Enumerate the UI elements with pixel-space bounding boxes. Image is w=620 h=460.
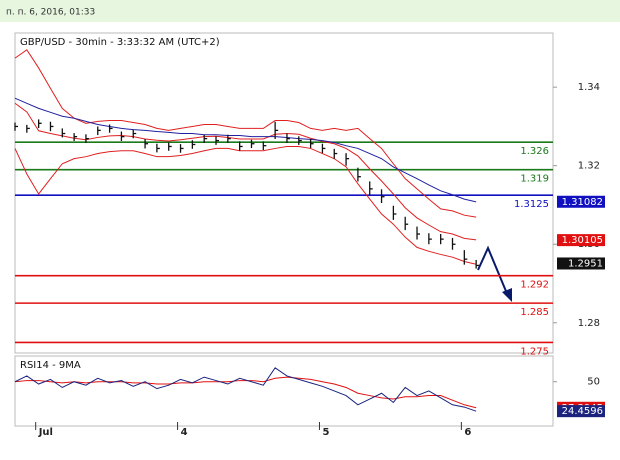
level-label: 1.326: [520, 146, 549, 157]
level-label: 1.3125: [514, 199, 549, 210]
main-panel: [14, 32, 554, 354]
price-tag-bg: [557, 405, 605, 418]
level-label: 1.285: [520, 307, 549, 318]
price-tag: 1.30105: [562, 235, 603, 246]
forecast-arrow: [477, 245, 509, 297]
y-tick-label: 1.32: [578, 161, 600, 172]
header-bar: [0, 0, 620, 22]
indicator-line: [14, 376, 477, 409]
arrow-head: [502, 288, 512, 302]
price-tag: 24.4596: [562, 406, 603, 417]
y-tick-label: 50: [587, 377, 600, 388]
indicator-line: [14, 145, 477, 265]
rsi-title: RSI14 - 9MA: [20, 360, 81, 371]
x-tick-label: 4: [181, 427, 188, 438]
indicator-line: [14, 102, 477, 241]
level-label: 1.319: [520, 174, 549, 185]
y-tick-label: 1.34: [578, 82, 600, 93]
price-tag: 1.31082: [562, 197, 603, 208]
header-date: п. п. 6, 2016, 01:33: [6, 8, 95, 18]
indicator-line: [14, 97, 477, 203]
chart-title: GBP/USD - 30min - 3:33:32 AM (UTC+2): [20, 37, 220, 48]
price-tag-bg: [557, 195, 605, 208]
price-tag-bg: [557, 234, 605, 247]
x-tick-label: Jul: [38, 427, 53, 438]
x-tick-label: 5: [322, 427, 329, 438]
price-tag: 1.2951: [568, 258, 603, 269]
rsi-panel: [14, 355, 554, 427]
price-tag-bg: [557, 257, 605, 270]
indicator-line: [14, 49, 477, 218]
level-label: 1.275: [520, 346, 549, 357]
level-label: 1.292: [520, 280, 549, 291]
y-tick-label: 1.28: [578, 318, 600, 329]
x-tick-label: 6: [464, 427, 471, 438]
indicator-line: [14, 367, 477, 412]
